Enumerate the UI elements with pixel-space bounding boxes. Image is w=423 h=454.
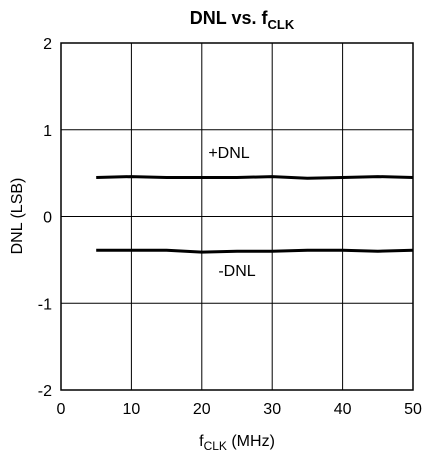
x-axis-label: fCLK (MHz) bbox=[199, 433, 275, 453]
y-tick-label: 0 bbox=[43, 210, 52, 227]
chart-title: DNL vs. fCLK bbox=[190, 8, 295, 32]
y-axis-label: DNL (LSB) bbox=[9, 178, 26, 255]
series-group bbox=[96, 175, 414, 254]
annotations: +DNL -DNL bbox=[208, 145, 255, 280]
annotation-minus-dnl: -DNL bbox=[218, 263, 255, 280]
x-tick-label: 30 bbox=[263, 401, 281, 418]
y-tick-label: 1 bbox=[43, 123, 52, 140]
annotation-plus-dnl: +DNL bbox=[208, 145, 249, 162]
x-tick-label: 40 bbox=[334, 401, 352, 418]
x-tick-label: 20 bbox=[193, 401, 211, 418]
x-axis-label-subscript: CLK bbox=[204, 439, 227, 453]
plot-frame bbox=[60, 42, 414, 391]
x-tick-label: 0 bbox=[57, 401, 66, 418]
y-tick-label: -1 bbox=[38, 296, 52, 313]
y-tick-label: 2 bbox=[43, 36, 52, 53]
series-line-minus-dnl bbox=[96, 248, 414, 254]
tick-labels: 0 10 20 30 40 50 -2 -1 0 1 2 bbox=[38, 36, 422, 418]
chart-title-subscript: CLK bbox=[267, 17, 294, 32]
x-tick-label: 10 bbox=[123, 401, 141, 418]
x-tick-label: 50 bbox=[404, 401, 422, 418]
y-tick-label: -2 bbox=[38, 383, 52, 400]
grid bbox=[61, 43, 413, 390]
series-line-plus-dnl bbox=[96, 175, 414, 180]
